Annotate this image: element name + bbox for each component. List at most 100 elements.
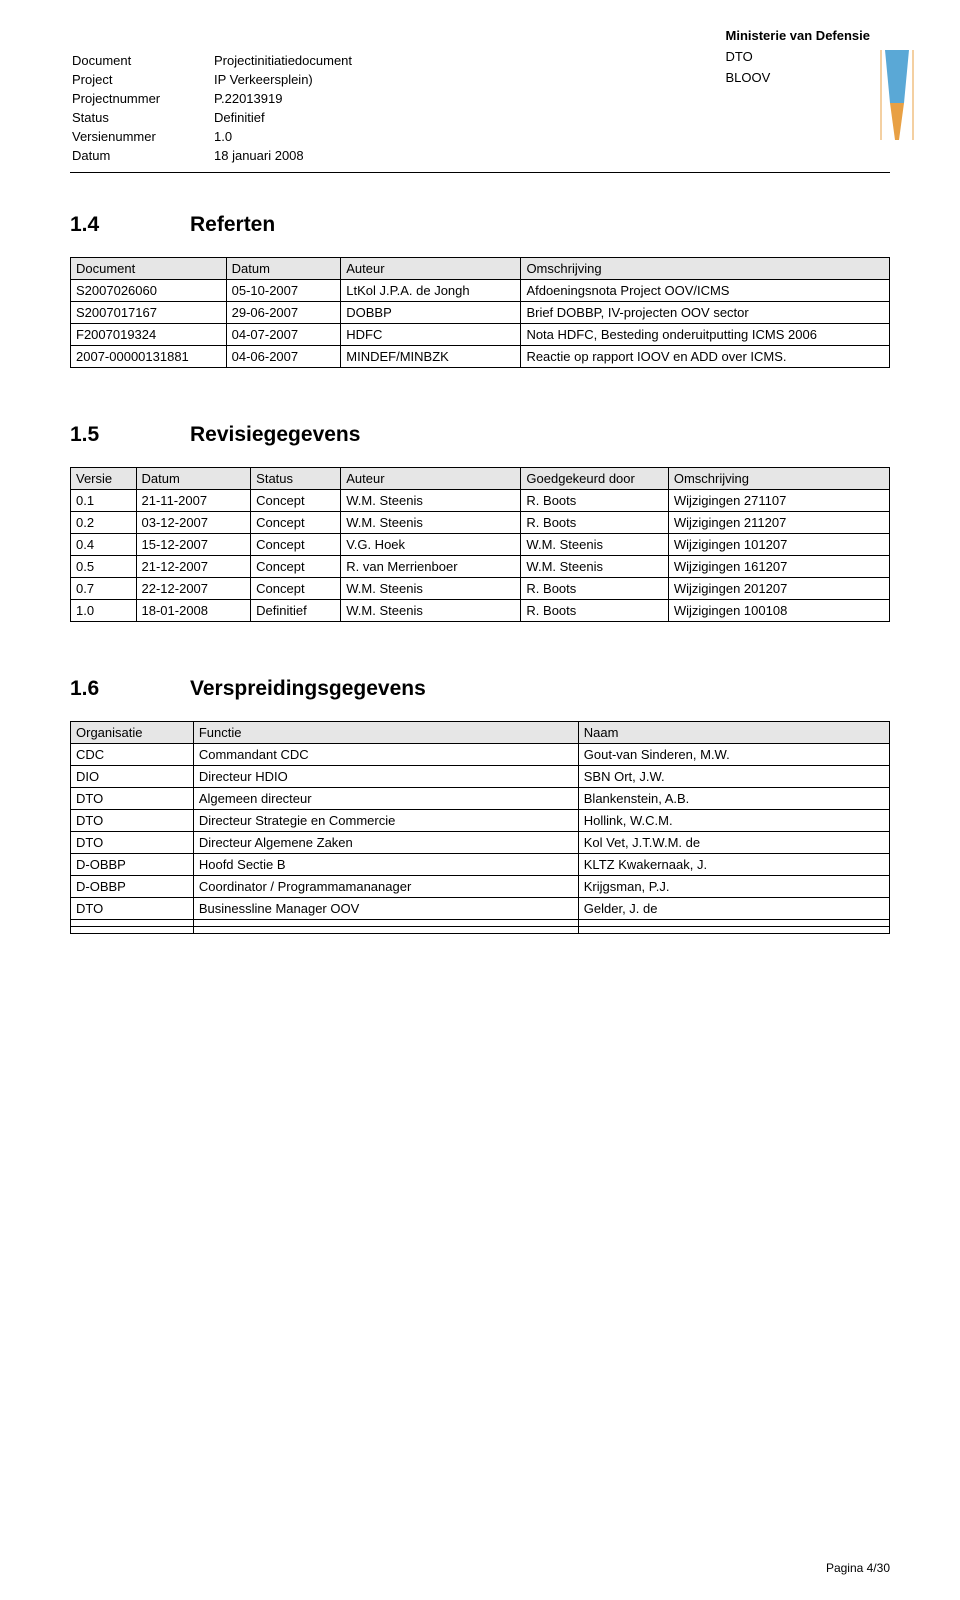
meta-key: Projectnummer — [72, 90, 212, 107]
table-cell: Businessline Manager OOV — [193, 898, 578, 920]
table-header-cell: Functie — [193, 722, 578, 744]
table-row: DTODirecteur Algemene ZakenKol Vet, J.T.… — [71, 832, 890, 854]
table-row: DTOBusinessline Manager OOVGelder, J. de — [71, 898, 890, 920]
table-cell: D-OBBP — [71, 876, 194, 898]
table-row: 0.203-12-2007ConceptW.M. SteenisR. Boots… — [71, 512, 890, 534]
table-cell: LtKol J.P.A. de Jongh — [341, 280, 521, 302]
page-footer: Pagina 4/30 — [826, 1561, 890, 1575]
table-header-row: VersieDatumStatusAuteurGoedgekeurd doorO… — [71, 468, 890, 490]
table-row: DIODirecteur HDIOSBN Ort, J.W. — [71, 766, 890, 788]
table-cell: Concept — [251, 578, 341, 600]
ministry-label: Ministerie van Defensie — [726, 28, 871, 43]
section-number: 1.5 — [70, 423, 190, 447]
header-dto: DTO — [726, 49, 871, 64]
section-verspreiding: 1.6Verspreidingsgegevens OrganisatieFunc… — [70, 677, 890, 934]
table-row: DTODirecteur Strategie en CommercieHolli… — [71, 810, 890, 832]
table-cell: 18-01-2008 — [136, 600, 251, 622]
meta-value: Projectinitiatiedocument — [214, 52, 352, 69]
meta-value: P.22013919 — [214, 90, 352, 107]
table-cell: Wijzigingen 271107 — [668, 490, 889, 512]
table-row: 0.121-11-2007ConceptW.M. SteenisR. Boots… — [71, 490, 890, 512]
logo-icon — [879, 48, 915, 143]
table-header-cell: Datum — [226, 258, 341, 280]
table-header-cell: Omschrijving — [521, 258, 890, 280]
meta-row: DocumentProjectinitiatiedocument — [72, 52, 352, 69]
section-title: Referten — [190, 213, 275, 236]
table-cell: 03-12-2007 — [136, 512, 251, 534]
table-header-cell: Status — [251, 468, 341, 490]
table-row: D-OBBPHoofd Sectie BKLTZ Kwakernaak, J. — [71, 854, 890, 876]
table-cell: KLTZ Kwakernaak, J. — [578, 854, 889, 876]
table-cell: Afdoeningsnota Project OOV/ICMS — [521, 280, 890, 302]
table-cell: Wijzigingen 100108 — [668, 600, 889, 622]
meta-row: ProjectIP Verkeersplein) — [72, 71, 352, 88]
table-cell: S2007026060 — [71, 280, 227, 302]
table-cell: Kol Vet, J.T.W.M. de — [578, 832, 889, 854]
table-cell: R. van Merrienboer — [341, 556, 521, 578]
table-header-cell: Naam — [578, 722, 889, 744]
table-cell: Wijzigingen 161207 — [668, 556, 889, 578]
table-cell: D-OBBP — [71, 854, 194, 876]
table-cell: Concept — [251, 490, 341, 512]
section-revisie: 1.5Revisiegegevens VersieDatumStatusAute… — [70, 423, 890, 622]
meta-key: Document — [72, 52, 212, 69]
table-row: 0.521-12-2007ConceptR. van MerrienboerW.… — [71, 556, 890, 578]
table-cell: Reactie op rapport IOOV en ADD over ICMS… — [521, 346, 890, 368]
table-cell: HDFC — [341, 324, 521, 346]
table-cell: DTO — [71, 832, 194, 854]
table-row: F200701932404-07-2007HDFCNota HDFC, Best… — [71, 324, 890, 346]
table-cell: S2007017167 — [71, 302, 227, 324]
table-cell: 0.7 — [71, 578, 137, 600]
section-number: 1.4 — [70, 213, 190, 237]
section-heading: 1.5Revisiegegevens — [70, 423, 890, 447]
table-cell: Algemeen directeur — [193, 788, 578, 810]
table-header-cell: Document — [71, 258, 227, 280]
table-cell — [578, 927, 889, 934]
table-cell — [193, 927, 578, 934]
table-row: 1.018-01-2008DefinitiefW.M. SteenisR. Bo… — [71, 600, 890, 622]
section-heading: 1.6Verspreidingsgegevens — [70, 677, 890, 701]
table-cell: F2007019324 — [71, 324, 227, 346]
meta-value: IP Verkeersplein) — [214, 71, 352, 88]
meta-row: ProjectnummerP.22013919 — [72, 90, 352, 107]
table-cell: W.M. Steenis — [521, 534, 668, 556]
document-page: Ministerie van Defensie DTO BLOOV Docume… — [0, 0, 960, 1600]
table-cell: 29-06-2007 — [226, 302, 341, 324]
table-cell: Concept — [251, 556, 341, 578]
table-cell: 04-07-2007 — [226, 324, 341, 346]
meta-key: Versienummer — [72, 128, 212, 145]
table-row: 0.415-12-2007ConceptV.G. HoekW.M. Steeni… — [71, 534, 890, 556]
table-cell: Wijzigingen 201207 — [668, 578, 889, 600]
table-cell: DIO — [71, 766, 194, 788]
table-cell: V.G. Hoek — [341, 534, 521, 556]
table-cell: DTO — [71, 788, 194, 810]
table-cell: Krijgsman, P.J. — [578, 876, 889, 898]
table-cell: Gelder, J. de — [578, 898, 889, 920]
table-cell: Nota HDFC, Besteding onderuitputting ICM… — [521, 324, 890, 346]
table-header-row: DocumentDatumAuteurOmschrijving — [71, 258, 890, 280]
table-row — [71, 927, 890, 934]
table-cell: 21-12-2007 — [136, 556, 251, 578]
table-row: 0.722-12-2007ConceptW.M. SteenisR. Boots… — [71, 578, 890, 600]
header-right-block: Ministerie van Defensie DTO BLOOV — [726, 28, 871, 91]
table-cell — [71, 927, 194, 934]
section-referten: 1.4Referten DocumentDatumAuteurOmschrijv… — [70, 213, 890, 368]
table-cell: Hollink, W.C.M. — [578, 810, 889, 832]
table-cell: R. Boots — [521, 578, 668, 600]
table-cell — [578, 920, 889, 927]
table-row: D-OBBPCoordinator / ProgrammamananagerKr… — [71, 876, 890, 898]
section-title: Revisiegegevens — [190, 423, 360, 446]
table-cell: DTO — [71, 898, 194, 920]
table-cell: 15-12-2007 — [136, 534, 251, 556]
table-cell: Concept — [251, 534, 341, 556]
table-cell: R. Boots — [521, 512, 668, 534]
table-cell: W.M. Steenis — [341, 490, 521, 512]
meta-row: StatusDefinitief — [72, 109, 352, 126]
table-row: 2007-0000013188104-06-2007MINDEF/MINBZKR… — [71, 346, 890, 368]
verspreiding-table: OrganisatieFunctieNaamCDCCommandant CDCG… — [70, 721, 890, 934]
table-header-cell: Versie — [71, 468, 137, 490]
table-cell: 1.0 — [71, 600, 137, 622]
revisie-table: VersieDatumStatusAuteurGoedgekeurd doorO… — [70, 467, 890, 622]
table-cell: Coordinator / Programmamananager — [193, 876, 578, 898]
table-cell: W.M. Steenis — [341, 578, 521, 600]
